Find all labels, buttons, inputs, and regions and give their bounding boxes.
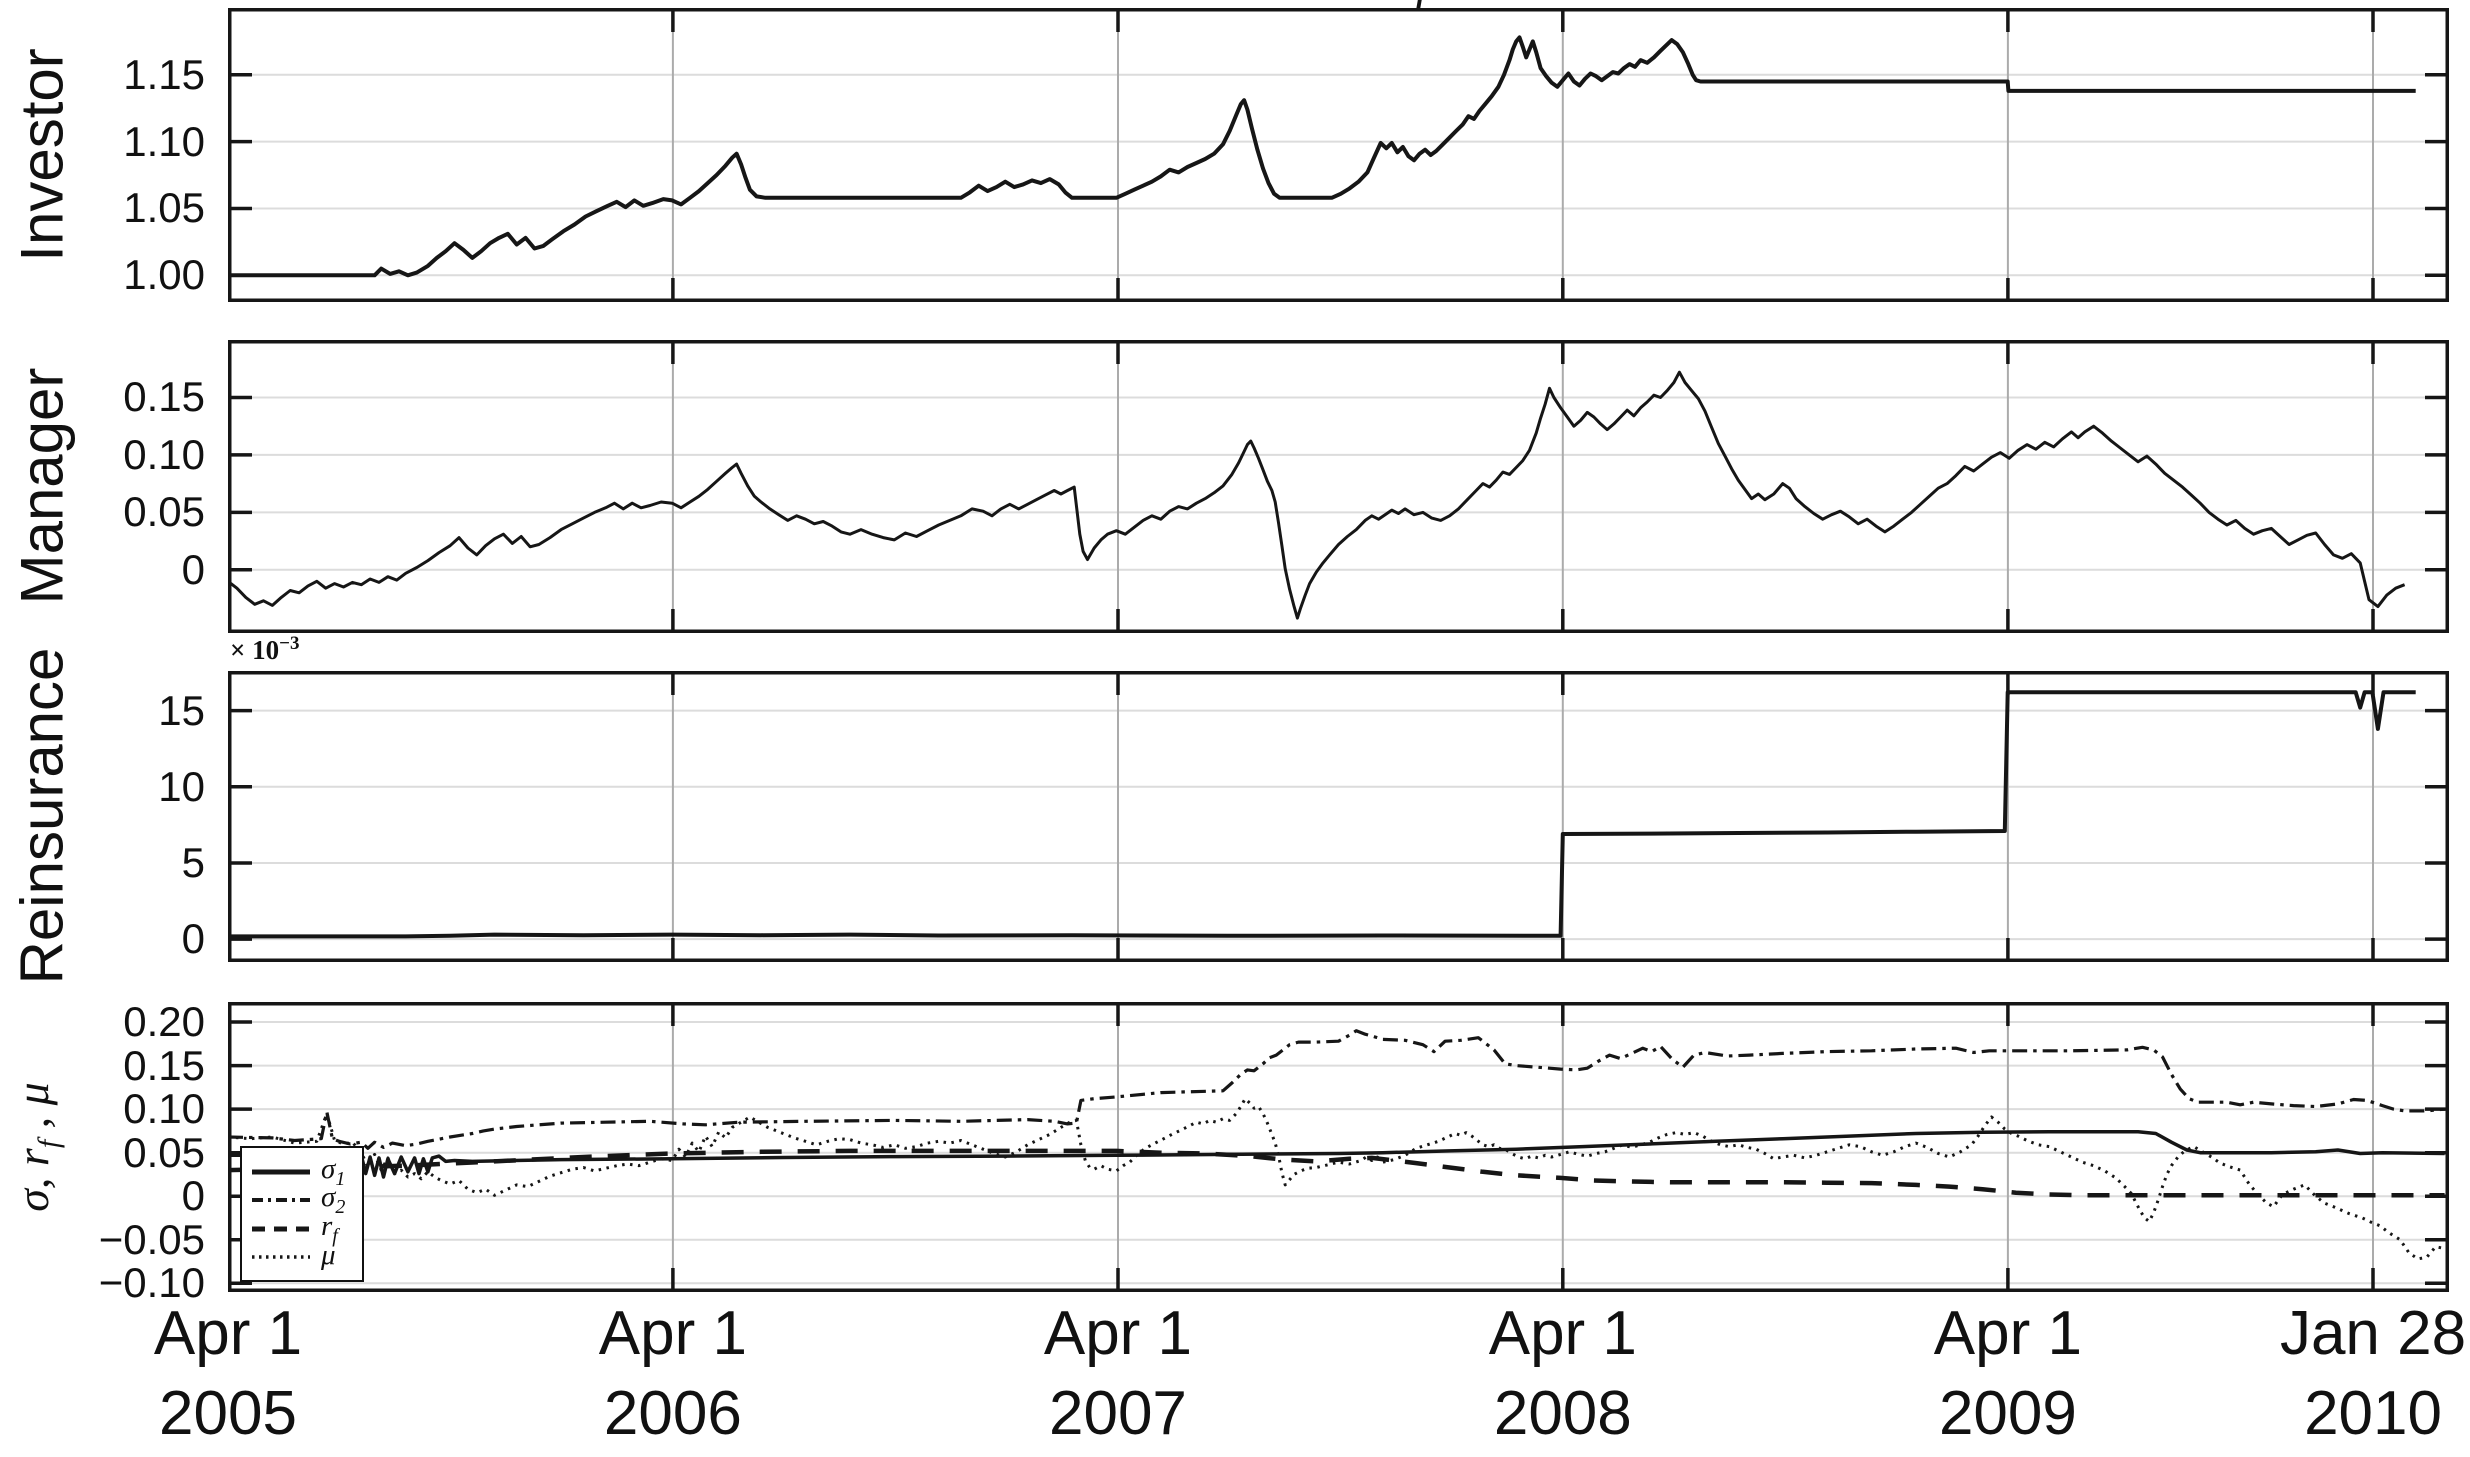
series-sigma2 (228, 1029, 2445, 1150)
panel-investor (228, 8, 2449, 302)
series-investor (228, 35, 2416, 278)
x-tick-label: 2005 (159, 1379, 297, 1448)
x-tick-label: Apr 1 (1933, 1299, 2083, 1368)
axes-border (228, 8, 2449, 302)
legend-line-sample-dotted (252, 1255, 310, 1260)
axes-border (228, 671, 2449, 962)
legend-line-sample-dashdot (252, 1198, 310, 1203)
y-tick-label: 10 (158, 762, 205, 810)
figure-title-fragment: f (1405, 0, 1485, 9)
legend-line-sample-dashed (252, 1226, 310, 1232)
y-tick-label: 1.00 (123, 251, 205, 299)
panel-reinsurance (228, 671, 2449, 962)
y-tick-label: 15 (158, 686, 205, 734)
y-tick-label: 1.15 (123, 50, 205, 98)
y-tick-label: 0 (181, 1172, 205, 1220)
y-tick-label: 0.15 (123, 373, 205, 421)
x-tick-label: 2007 (1048, 1379, 1187, 1448)
y-tick-label: 0 (181, 915, 205, 963)
y-tick-label: −0.10 (98, 1259, 205, 1307)
x-tick-label: 2006 (603, 1379, 742, 1448)
legend-label: σ1 (321, 1152, 346, 1190)
y-tick-label: 0.20 (123, 998, 205, 1046)
y-axis-multiplier: × 10−3 (230, 633, 300, 665)
legend: σ1 σ2 rf μ (240, 1146, 364, 1282)
legend-line-sample-solid (252, 1169, 310, 1174)
y-tick-label: −0.05 (98, 1215, 205, 1263)
y-tick-label: 0.10 (123, 1085, 205, 1133)
y-tick-label: 1.10 (123, 117, 205, 165)
y-tick-label: 5 (181, 838, 205, 886)
x-tick-label: Apr 1 (598, 1299, 747, 1368)
legend-item-mu: μ (250, 1240, 354, 1271)
axes-border (228, 340, 2449, 633)
x-tick-label: 2010 (2304, 1379, 2442, 1448)
y-tick-label: 1.05 (123, 184, 205, 232)
legend-label: σ2 (321, 1181, 346, 1219)
y-tick-label: 0 (181, 545, 205, 593)
x-tick-label: Apr 1 (1043, 1299, 1193, 1368)
title-fragment-glyph: f (1415, 0, 1428, 9)
panel-controls (228, 1002, 2449, 1292)
legend-label: μ (321, 1238, 336, 1271)
x-tick-label: 2008 (1493, 1379, 1632, 1448)
x-tick-label: 2009 (1938, 1379, 2077, 1448)
series-mu (228, 1097, 2445, 1261)
panel-manager (228, 340, 2449, 633)
x-tick-label: Apr 1 (1488, 1299, 1637, 1368)
series-reinsurance (228, 690, 2416, 939)
y-tick-label: 0.10 (123, 430, 205, 478)
axes-border (228, 1002, 2449, 1292)
x-tick-label: Jan 28 (2279, 1299, 2467, 1368)
y-tick-label: 0.15 (123, 1041, 205, 1089)
series-sigma1 (228, 1130, 2445, 1179)
y-tick-label: 0.05 (123, 488, 205, 536)
series-r_f (228, 1148, 2445, 1198)
legend-label: rf (321, 1209, 338, 1247)
x-tick-label: Apr 1 (153, 1299, 303, 1368)
legend-item-rf: rf (250, 1211, 354, 1246)
series-manager (228, 370, 2406, 620)
legend-item-sigma2: σ2 (250, 1183, 354, 1217)
legend-item-sigma1: σ1 (250, 1154, 354, 1188)
y-tick-label: 0.05 (123, 1128, 205, 1176)
